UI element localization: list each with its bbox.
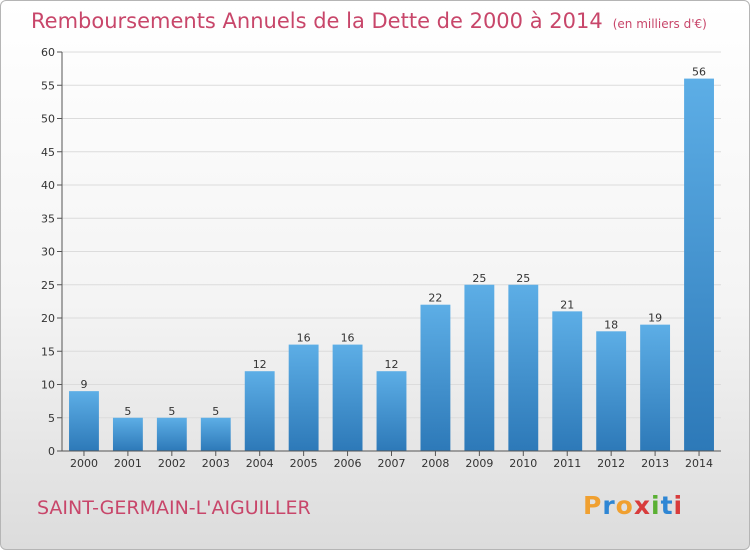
value-label-2005: 16 — [297, 332, 311, 345]
title-text: Remboursements Annuels de la Dette de 20… — [31, 9, 603, 33]
logo-letter: i — [673, 491, 684, 520]
y-tick-label: 55 — [41, 79, 55, 92]
x-tick-label-2009: 2009 — [465, 457, 493, 470]
value-label-2008: 22 — [428, 292, 442, 305]
value-label-2013: 19 — [648, 312, 662, 325]
value-label-2000: 9 — [80, 378, 87, 391]
x-tick-label-2012: 2012 — [597, 457, 625, 470]
bar-2010 — [508, 284, 539, 451]
proxiti-logo: Proxiti — [583, 491, 683, 520]
bar-2004 — [244, 371, 275, 451]
unit-label: (en milliers d'€) — [612, 17, 707, 31]
x-tick-label-2001: 2001 — [114, 457, 142, 470]
bar-2003 — [200, 417, 231, 451]
y-tick-label: 15 — [41, 345, 55, 358]
x-tick-label-2005: 2005 — [290, 457, 318, 470]
y-tick-label: 50 — [41, 113, 55, 126]
value-label-2010: 25 — [516, 272, 530, 285]
value-label-2004: 12 — [253, 358, 267, 371]
value-label-2009: 25 — [472, 272, 486, 285]
bar-2012 — [596, 331, 627, 451]
y-tick-label: 20 — [41, 312, 55, 325]
logo-letter: i — [651, 491, 661, 520]
y-tick-label: 10 — [41, 379, 55, 392]
logo-letter: t — [660, 491, 674, 520]
bar-2002 — [156, 417, 187, 451]
y-tick-label: 5 — [48, 412, 55, 425]
x-tick-label-2011: 2011 — [553, 457, 581, 470]
x-tick-label-2002: 2002 — [158, 457, 186, 470]
x-tick-label-2004: 2004 — [246, 457, 274, 470]
value-label-2007: 12 — [385, 358, 399, 371]
bars: 9 5 5 5 12 16 16 12 22 25 25 21 18 19 56 — [69, 66, 714, 451]
value-label-2012: 18 — [604, 318, 618, 331]
logo-letter: o — [615, 491, 634, 520]
x-tick-label-2000: 2000 — [70, 457, 98, 470]
bar-2008 — [420, 304, 451, 451]
bar-2007 — [376, 371, 407, 451]
x-tick-label-2014: 2014 — [685, 457, 713, 470]
chart-title: Remboursements Annuels de la Dette de 20… — [31, 9, 707, 33]
x-tick-label-2003: 2003 — [202, 457, 230, 470]
y-tick-label: 60 — [41, 46, 55, 59]
value-label-2011: 21 — [560, 298, 574, 311]
x-tick-label-2010: 2010 — [509, 457, 537, 470]
y-tick-label: 45 — [41, 146, 55, 159]
x-tick-label-2013: 2013 — [641, 457, 669, 470]
y-tick-label: 0 — [48, 445, 55, 458]
logo-letter: x — [633, 491, 651, 520]
x-tick-label-2007: 2007 — [378, 457, 406, 470]
bar-2000 — [69, 391, 99, 451]
bar-2009 — [464, 284, 495, 451]
value-label-2002: 5 — [168, 405, 175, 418]
logo-letter: r — [602, 491, 616, 520]
y-tick-label: 35 — [41, 212, 55, 225]
bar-2014 — [684, 78, 714, 451]
value-label-2006: 16 — [341, 332, 355, 345]
logo-letter: P — [583, 491, 603, 520]
bar-2013 — [640, 324, 671, 451]
value-label-2014: 56 — [692, 66, 706, 79]
bar-2006 — [332, 344, 363, 451]
bar-2005 — [288, 344, 319, 451]
x-tick-label-2006: 2006 — [334, 457, 362, 470]
y-tick-label: 40 — [41, 179, 55, 192]
bar-2001 — [112, 417, 143, 451]
value-label-2003: 5 — [212, 405, 219, 418]
commune-name: SAINT-GERMAIN-L'AIGUILLER — [37, 497, 311, 519]
x-tick-label-2008: 2008 — [421, 457, 449, 470]
value-label-2001: 5 — [124, 405, 131, 418]
y-tick-label: 30 — [41, 246, 55, 259]
bar-2011 — [552, 311, 583, 451]
y-tick-label: 25 — [41, 279, 55, 292]
